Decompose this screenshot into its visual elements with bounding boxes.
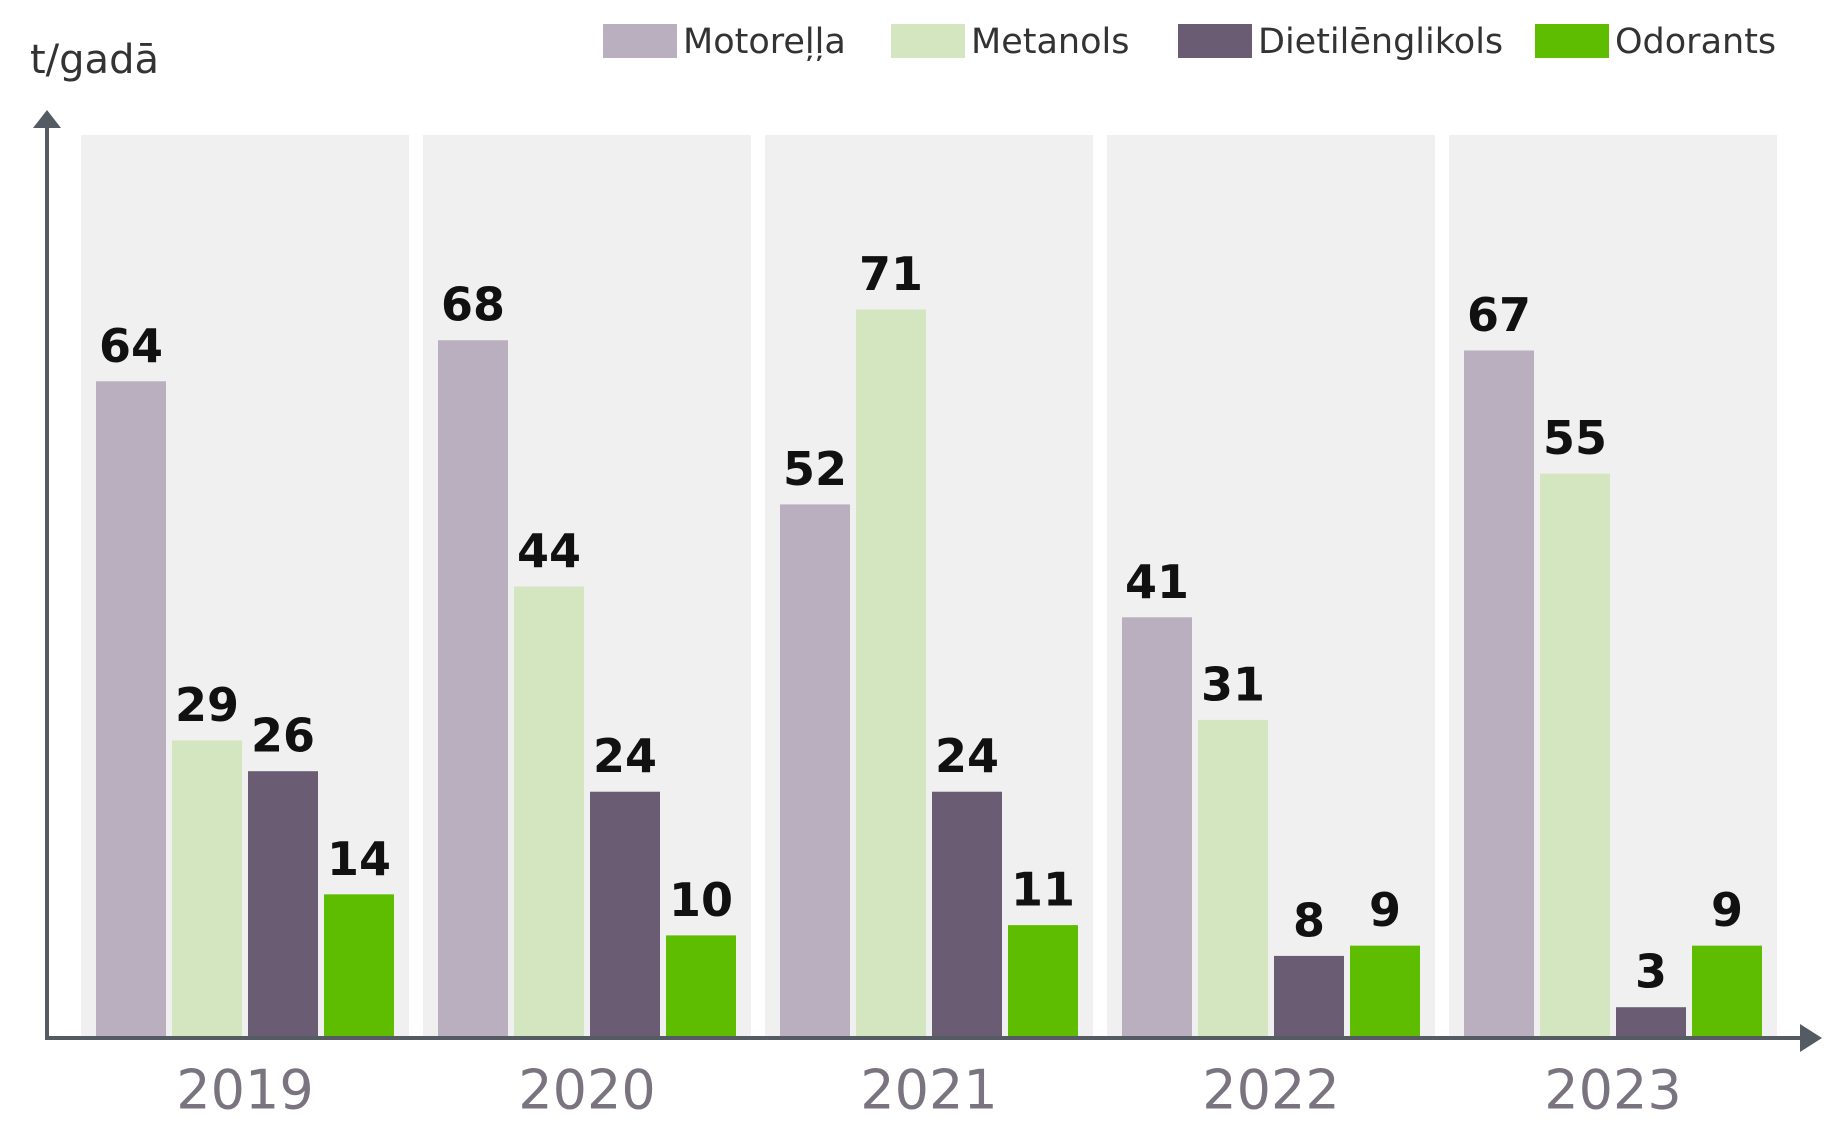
value-label: 55: [1543, 411, 1607, 465]
value-label: 8: [1293, 893, 1325, 947]
value-label: 24: [593, 729, 657, 783]
bar: [248, 771, 318, 1038]
bar: [1198, 719, 1268, 1038]
value-label: 9: [1369, 883, 1401, 937]
bar: [1616, 1007, 1686, 1038]
value-label: 26: [251, 709, 315, 763]
bar: [324, 894, 394, 1038]
value-label: 11: [1011, 863, 1075, 917]
value-label: 14: [327, 832, 391, 886]
x-tick-label: 2020: [518, 1059, 655, 1122]
bar: [780, 504, 850, 1039]
value-label: 44: [517, 524, 581, 578]
value-label: 68: [441, 278, 505, 332]
bar: [932, 791, 1002, 1038]
x-tick-label: 2021: [860, 1059, 997, 1122]
y-axis-arrow: [33, 110, 61, 128]
bar: [1692, 945, 1762, 1038]
value-label: 64: [99, 319, 163, 373]
value-label: 3: [1635, 945, 1667, 999]
bar: [1464, 350, 1534, 1038]
value-label: 67: [1467, 288, 1531, 342]
bar: [1122, 617, 1192, 1038]
y-axis-label: t/gadā: [30, 37, 159, 83]
legend-swatch: [891, 24, 965, 58]
bar: [1008, 925, 1078, 1038]
bar: [1540, 473, 1610, 1038]
legend-swatch: [603, 24, 677, 58]
legend-label: Dietilēnglikols: [1258, 22, 1503, 62]
x-tick-label: 2023: [1544, 1059, 1681, 1122]
bar: [438, 340, 508, 1038]
bar: [172, 740, 242, 1038]
legend-swatch: [1535, 24, 1609, 58]
bar: [1274, 955, 1344, 1038]
value-label: 71: [859, 247, 923, 301]
value-label: 10: [669, 873, 733, 927]
value-label: 31: [1201, 657, 1265, 711]
x-tick-label: 2022: [1202, 1059, 1339, 1122]
value-label: 41: [1125, 555, 1189, 609]
legend-swatch: [1178, 24, 1252, 58]
x-tick-label: 2019: [176, 1059, 313, 1122]
bar: [666, 935, 736, 1038]
bar: [856, 309, 926, 1038]
bar: [514, 586, 584, 1038]
x-axis-arrow: [1800, 1024, 1822, 1052]
legend-label: Motoreļļa: [683, 22, 846, 62]
bar: [96, 381, 166, 1039]
value-label: 29: [175, 678, 239, 732]
legend-label: Metanols: [971, 22, 1129, 62]
bar: [590, 791, 660, 1038]
value-label: 9: [1711, 883, 1743, 937]
legend-label: Odorants: [1615, 22, 1776, 62]
value-label: 52: [783, 442, 847, 496]
value-label: 24: [935, 729, 999, 783]
bar: [1350, 945, 1420, 1038]
